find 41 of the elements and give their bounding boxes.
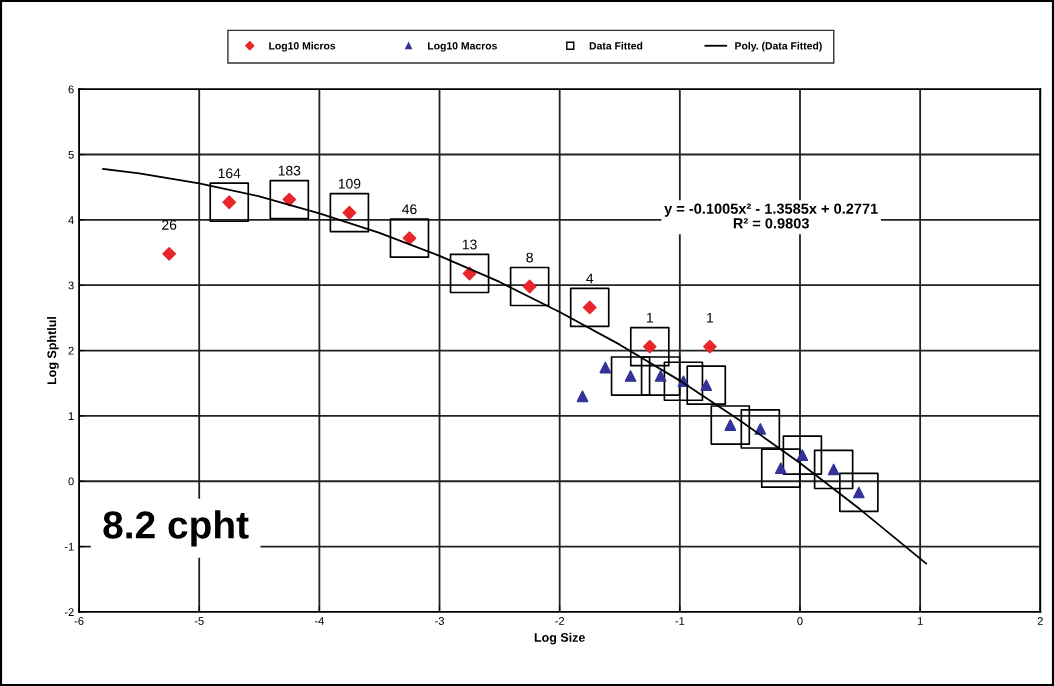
- y-axis-title: Log Sphtlul: [47, 317, 59, 385]
- y-tick-label: 1: [68, 412, 74, 420]
- annotation: 4: [586, 273, 594, 284]
- annotation: y = -0.1005x² - 1.3585x + 0.2771 R² = 0.9803: [664, 203, 878, 229]
- y-tick-label: 3: [68, 281, 74, 290]
- annotation: 8: [526, 252, 533, 263]
- x-tick-label: 0: [797, 617, 803, 625]
- y-tick-label: 6: [68, 85, 74, 94]
- annotation: 26: [162, 219, 177, 230]
- annotation: 13: [462, 239, 477, 250]
- legend-label: Poly. (Data Fitted): [735, 41, 822, 52]
- x-tick-label: 1: [917, 617, 923, 625]
- annotation: 164: [218, 168, 241, 179]
- legend-label: Data Fitted: [589, 41, 643, 50]
- point: [702, 339, 717, 354]
- x-tick-label: -1: [675, 617, 685, 625]
- annotation: 1: [646, 312, 653, 323]
- y-tick-label: 2: [68, 346, 74, 355]
- annotation: 46: [402, 204, 417, 215]
- x-tick-label: 2: [1037, 617, 1043, 625]
- x-tick-label: -5: [194, 617, 204, 625]
- line-series: [102, 167, 928, 565]
- legend-label: Log10 Macros: [428, 42, 497, 52]
- point: [599, 361, 612, 374]
- y-tick-label: 0: [68, 477, 74, 486]
- annotation: 1: [707, 312, 714, 323]
- y-tick-label: 5: [68, 150, 74, 159]
- point: [576, 390, 589, 403]
- annotation: 8.2 cpht: [103, 510, 249, 547]
- annotation: 109: [338, 178, 361, 189]
- x-tick-label: -2: [555, 617, 565, 625]
- x-axis-title: Log Size: [534, 632, 585, 645]
- y-tick-label: -1: [64, 542, 74, 551]
- annotation: 183: [278, 165, 301, 176]
- x-tick-label: -6: [74, 617, 84, 625]
- y-tick-label: -2: [64, 608, 74, 616]
- x-tick-label: -3: [435, 617, 444, 625]
- x-tick-label: -4: [314, 617, 324, 625]
- point: [162, 246, 177, 261]
- legend-label: Log10 Micros: [269, 41, 336, 52]
- y-tick-label: 4: [68, 216, 74, 224]
